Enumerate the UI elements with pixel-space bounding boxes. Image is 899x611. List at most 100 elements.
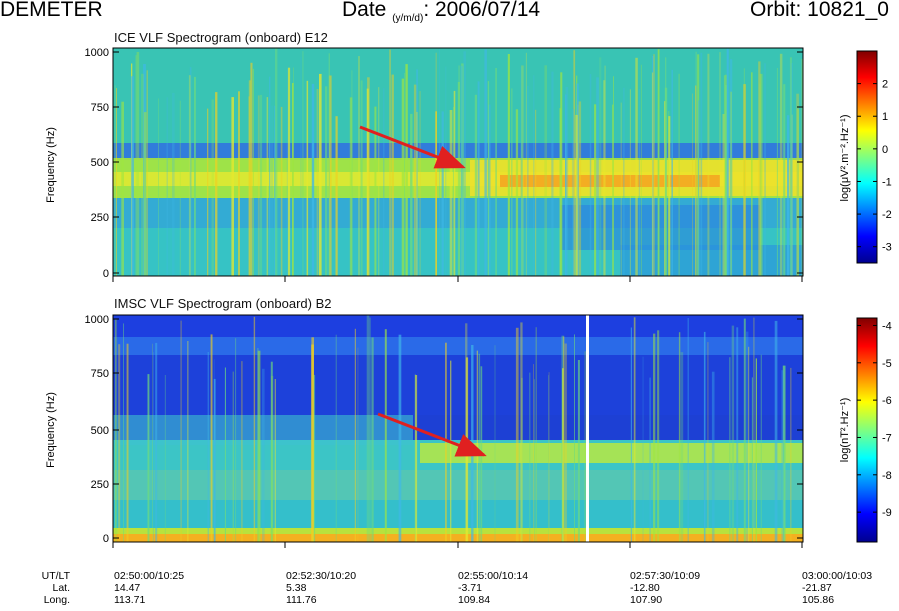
panel1-spike xyxy=(360,80,363,276)
colorbar-tick-label: -7 xyxy=(882,432,892,444)
panel2-spike xyxy=(257,350,261,542)
panel2-yaxis: 0 250 500 750 1000 xyxy=(85,314,803,545)
panel1-spike xyxy=(306,80,309,276)
panel2-spike xyxy=(115,319,117,542)
panel2-band xyxy=(113,337,803,355)
panel1-spike xyxy=(730,91,732,276)
colorbar-tick-label: -6 xyxy=(882,395,892,407)
footer-label-ut: UT/LT xyxy=(41,570,70,582)
panel1-spike xyxy=(565,94,567,276)
panel2-spike xyxy=(414,373,416,542)
panel2-spike xyxy=(155,342,158,542)
panel1-spike xyxy=(325,86,328,276)
panel1-spike xyxy=(146,70,148,276)
panel1-spike xyxy=(791,114,793,276)
panel1-title: ICE VLF Spectrogram (onboard) E12 xyxy=(114,30,328,45)
panel1-arrow xyxy=(359,125,466,169)
panel1-plot: 0 250 500 750 1000 Frequency (Hz) xyxy=(45,47,804,280)
panel2-spike xyxy=(126,343,129,542)
panel1-spike xyxy=(575,114,578,276)
panel1-spike xyxy=(287,67,291,276)
panel1-spike xyxy=(358,56,360,276)
panel1-spike xyxy=(300,56,302,276)
panel1-heatmap xyxy=(113,48,803,276)
panel1-spike xyxy=(286,67,288,276)
panel1-spike xyxy=(404,72,405,276)
panel2-spike xyxy=(574,334,575,542)
panel1-spike xyxy=(131,76,134,276)
panel1-spike xyxy=(551,71,554,276)
mission-name: DEMETER xyxy=(0,0,103,21)
panel1-spike xyxy=(776,68,778,276)
panel1-spike xyxy=(801,58,803,276)
footer-time: 02:50:00/10:25 xyxy=(114,570,185,582)
panel2-spike xyxy=(213,359,215,542)
panel2-spike xyxy=(529,372,531,542)
footer-time: 03:00:00/10:03 xyxy=(802,570,873,582)
panel2-spike xyxy=(164,375,166,542)
panel1-spike xyxy=(378,87,380,276)
panel1-spike xyxy=(463,51,466,276)
panel1-ylabel: Frequency (Hz) xyxy=(45,127,57,203)
panel2-spike xyxy=(384,329,387,542)
panel2-spike xyxy=(476,350,478,542)
panel2-spike xyxy=(657,330,660,542)
panel1-spike xyxy=(758,61,761,276)
panel2-spike xyxy=(533,379,535,542)
panel1-colorbar: -3 -2 -1 0 1 2 log(μV².m⁻².Hz⁻¹) xyxy=(839,50,892,264)
panel1-spike xyxy=(789,57,792,276)
footer-lat: -12.80 xyxy=(630,582,660,594)
panel2-spike xyxy=(642,356,644,542)
panel1-spike xyxy=(507,54,510,276)
panel1-spike xyxy=(651,72,654,276)
panel1-spike xyxy=(250,62,253,276)
panel2-title: IMSC VLF Spectrogram (onboard) B2 xyxy=(114,296,332,311)
panel1-spike xyxy=(116,88,117,276)
panel2-spike xyxy=(584,351,586,542)
panel1-spike xyxy=(511,88,513,276)
colorbar-tick-label: -2 xyxy=(882,209,892,221)
ytick-label: 1000 xyxy=(85,47,109,59)
footer-label-long: Long. xyxy=(43,594,70,606)
panel1-spike xyxy=(383,88,385,276)
footer-label-lat: Lat. xyxy=(52,582,70,594)
panel1-spike xyxy=(515,109,519,276)
panel1-spike xyxy=(722,114,725,276)
date-value: : 2006/07/14 xyxy=(423,0,541,21)
panel2-spike xyxy=(748,346,750,542)
panel2-spike xyxy=(253,316,256,542)
panel2-spike xyxy=(450,360,452,542)
panel2-spike xyxy=(213,378,216,542)
panel1-spike xyxy=(779,53,783,276)
panel1-spike xyxy=(695,85,697,276)
colorbar-tick-label: -5 xyxy=(882,358,892,370)
ytick-label: 0 xyxy=(103,533,109,545)
panel2-spike xyxy=(152,343,153,542)
date-format: (y/m/d) xyxy=(392,13,424,25)
colorbar-tick-label: -1 xyxy=(882,176,892,188)
orbit-label: Orbit: 10821_0 xyxy=(750,0,889,21)
panel1-spike xyxy=(533,75,535,276)
panel1-spike xyxy=(458,65,461,276)
panel1-spike xyxy=(135,55,138,276)
panel2-colorbar-label: log(nT².Hz⁻¹) xyxy=(839,398,851,463)
panel1-spike xyxy=(638,89,641,276)
panel2-spike xyxy=(123,323,124,542)
panel2-spike xyxy=(232,371,234,542)
panel1-colorbar-scale xyxy=(856,50,878,264)
colorbar-tick-label: -3 xyxy=(882,242,892,254)
panel1-spike xyxy=(269,76,271,276)
panel2-spike xyxy=(274,379,276,542)
panel2-band xyxy=(113,500,803,530)
panel1-spike xyxy=(525,52,527,276)
panel1-spike xyxy=(664,87,668,276)
footer-long: 107.90 xyxy=(630,594,663,606)
panel1-yaxis: 0 250 500 750 1000 xyxy=(85,47,803,280)
panel2-band xyxy=(113,315,803,337)
panel1-spike xyxy=(604,65,606,276)
panel2-spike xyxy=(563,336,565,542)
panel2-spike xyxy=(755,358,757,542)
ytick-label: 250 xyxy=(91,212,109,224)
panel1-spike xyxy=(275,48,278,276)
panel1-spike xyxy=(603,80,606,276)
